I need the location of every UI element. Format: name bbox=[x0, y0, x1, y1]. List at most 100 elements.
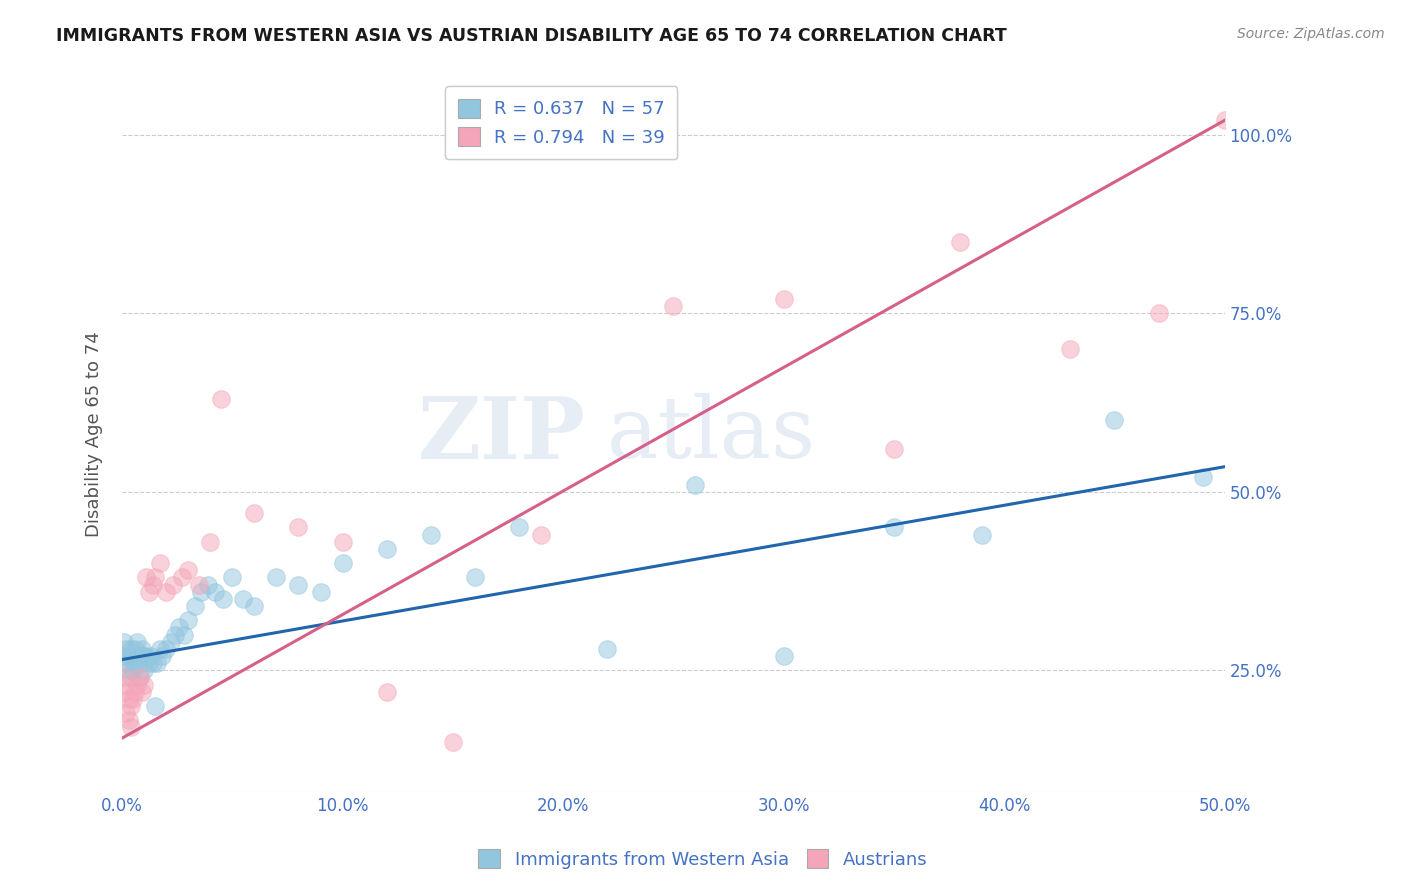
Point bbox=[209, 392, 232, 406]
Point bbox=[115, 706, 138, 720]
Text: IMMIGRANTS FROM WESTERN ASIA VS AUSTRIAN DISABILITY AGE 65 TO 74 CORRELATION CHA: IMMIGRANTS FROM WESTERN ASIA VS AUSTRIAN… bbox=[56, 27, 1007, 45]
Point bbox=[112, 634, 135, 648]
Point bbox=[1213, 113, 1236, 128]
Point bbox=[112, 684, 135, 698]
Point bbox=[243, 506, 266, 520]
Point bbox=[118, 691, 141, 706]
Point bbox=[197, 577, 219, 591]
Point bbox=[596, 641, 619, 656]
Point bbox=[332, 556, 354, 570]
Point bbox=[132, 648, 155, 663]
Point bbox=[949, 235, 972, 249]
Y-axis label: Disability Age 65 to 74: Disability Age 65 to 74 bbox=[86, 332, 103, 538]
Point bbox=[115, 656, 138, 670]
Text: Source: ZipAtlas.com: Source: ZipAtlas.com bbox=[1237, 27, 1385, 41]
Point bbox=[508, 520, 530, 534]
Point bbox=[148, 641, 170, 656]
Point bbox=[1104, 413, 1126, 427]
Point bbox=[128, 670, 150, 684]
Point bbox=[772, 292, 794, 306]
Point bbox=[122, 648, 145, 663]
Point bbox=[118, 663, 141, 677]
Point bbox=[131, 684, 153, 698]
Point bbox=[883, 442, 905, 456]
Point bbox=[118, 648, 141, 663]
Point bbox=[142, 656, 165, 670]
Point bbox=[122, 691, 145, 706]
Point bbox=[124, 641, 146, 656]
Point bbox=[1147, 306, 1170, 320]
Point bbox=[221, 570, 243, 584]
Point bbox=[266, 570, 288, 584]
Point bbox=[150, 648, 173, 663]
Point bbox=[188, 577, 211, 591]
Point bbox=[112, 670, 135, 684]
Point bbox=[159, 634, 181, 648]
Text: atlas: atlas bbox=[607, 393, 817, 476]
Point bbox=[135, 648, 157, 663]
Point bbox=[120, 670, 142, 684]
Point bbox=[148, 556, 170, 570]
Point bbox=[128, 656, 150, 670]
Point bbox=[138, 584, 160, 599]
Point bbox=[243, 599, 266, 613]
Point bbox=[685, 477, 707, 491]
Point bbox=[883, 520, 905, 534]
Point bbox=[138, 656, 160, 670]
Point bbox=[419, 527, 441, 541]
Point bbox=[127, 634, 149, 648]
Point bbox=[124, 656, 146, 670]
Point bbox=[142, 577, 165, 591]
Point bbox=[146, 656, 169, 670]
Point bbox=[441, 735, 464, 749]
Point bbox=[200, 534, 222, 549]
Text: ZIP: ZIP bbox=[418, 392, 585, 476]
Point bbox=[772, 648, 794, 663]
Legend: Immigrants from Western Asia, Austrians: Immigrants from Western Asia, Austrians bbox=[471, 842, 935, 876]
Point bbox=[118, 713, 141, 727]
Point bbox=[135, 570, 157, 584]
Point bbox=[177, 613, 200, 627]
Point bbox=[139, 648, 162, 663]
Point bbox=[163, 627, 186, 641]
Point bbox=[309, 584, 332, 599]
Point bbox=[131, 648, 153, 663]
Point bbox=[143, 570, 166, 584]
Point bbox=[120, 698, 142, 713]
Point bbox=[375, 541, 398, 556]
Point bbox=[287, 520, 309, 534]
Point bbox=[972, 527, 994, 541]
Point bbox=[128, 670, 150, 684]
Point bbox=[1191, 470, 1213, 484]
Point bbox=[155, 584, 177, 599]
Point bbox=[530, 527, 553, 541]
Point bbox=[170, 570, 193, 584]
Point bbox=[120, 720, 142, 734]
Point bbox=[132, 677, 155, 691]
Point bbox=[115, 641, 138, 656]
Point bbox=[169, 620, 191, 634]
Point bbox=[464, 570, 486, 584]
Point bbox=[124, 684, 146, 698]
Point bbox=[173, 627, 195, 641]
Point bbox=[204, 584, 226, 599]
Point bbox=[1059, 342, 1081, 356]
Point bbox=[127, 648, 149, 663]
Point bbox=[155, 641, 177, 656]
Point bbox=[375, 684, 398, 698]
Point bbox=[162, 577, 184, 591]
Point bbox=[127, 677, 149, 691]
Point bbox=[132, 663, 155, 677]
Legend: R = 0.637   N = 57, R = 0.794   N = 39: R = 0.637 N = 57, R = 0.794 N = 39 bbox=[446, 87, 678, 160]
Point bbox=[177, 563, 200, 577]
Point bbox=[287, 577, 309, 591]
Point bbox=[143, 698, 166, 713]
Point bbox=[232, 591, 254, 606]
Point bbox=[212, 591, 235, 606]
Point bbox=[184, 599, 207, 613]
Point bbox=[122, 663, 145, 677]
Point bbox=[112, 648, 135, 663]
Point bbox=[120, 641, 142, 656]
Point bbox=[332, 534, 354, 549]
Point bbox=[131, 641, 153, 656]
